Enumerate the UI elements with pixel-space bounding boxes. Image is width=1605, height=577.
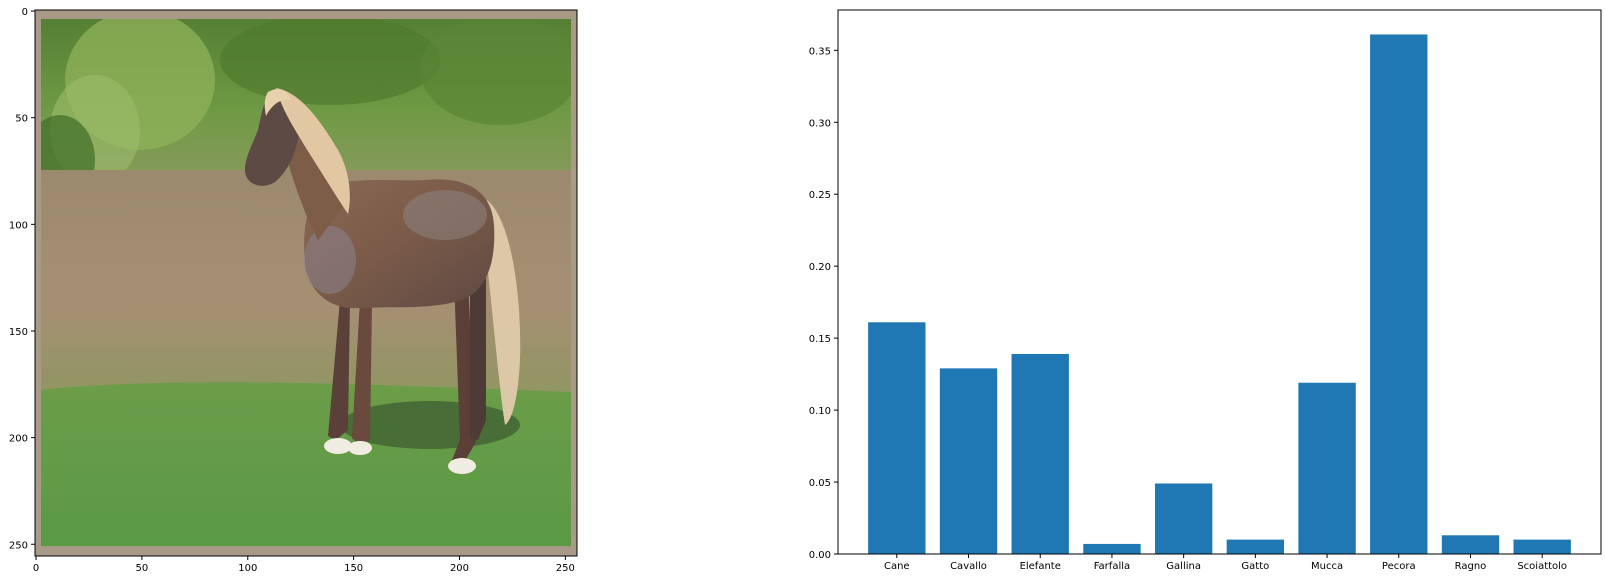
horse-leg bbox=[352, 300, 372, 444]
bar-x-tick-label: Farfalla bbox=[1094, 561, 1130, 572]
image-y-tick-label: 250 bbox=[9, 540, 28, 551]
bar-y-tick-label: 0.05 bbox=[809, 478, 831, 489]
bar-y-ticks: 0.00 0.05 0.10 0.15 0.20 0.25 0.30 0.35 bbox=[809, 46, 838, 561]
image-x-tick-label: 250 bbox=[556, 563, 575, 574]
bar-pecora bbox=[1370, 34, 1428, 555]
image-x-tick-label: 100 bbox=[238, 563, 257, 574]
bar-y-tick-label: 0.25 bbox=[809, 190, 831, 201]
image-x-tick-label: 150 bbox=[344, 563, 363, 574]
bar-x-tick-label: Gallina bbox=[1166, 561, 1201, 572]
tree-cluster-dark bbox=[220, 15, 440, 105]
image-y-tick-label: 150 bbox=[9, 327, 28, 338]
bar-mucca bbox=[1298, 382, 1356, 554]
bar-x-ticks: Cane Cavallo Elefante Farfalla Gallina Gatto M… bbox=[884, 554, 1567, 572]
horse-photo bbox=[35, 10, 577, 556]
horse-coat-highlight bbox=[403, 190, 487, 240]
photo-frame-left bbox=[35, 10, 41, 556]
bar-axes-spine bbox=[837, 9, 1602, 555]
bar-x-tick-label: Ragno bbox=[1455, 561, 1487, 572]
photo-frame-top bbox=[35, 10, 577, 19]
bar-axes: 0.00 0.05 0.10 0.15 0.20 0.25 0.30 0.35 Cane Cav… bbox=[809, 9, 1602, 572]
green-grass-field bbox=[40, 382, 572, 548]
horse-head bbox=[244, 93, 301, 186]
bar-scoiattolo bbox=[1513, 539, 1571, 554]
image-y-tick-label: 100 bbox=[9, 220, 28, 231]
bar-elefante bbox=[1011, 353, 1069, 554]
image-axes-spine bbox=[34, 9, 578, 557]
bar-x-tick-label: Elefante bbox=[1020, 561, 1061, 572]
image-x-tick-label: 0 bbox=[33, 563, 39, 574]
horse-leg bbox=[470, 278, 486, 440]
image-x-tick-label: 50 bbox=[136, 563, 149, 574]
bar-x-tick-label: Pecora bbox=[1382, 561, 1416, 572]
bar-x-tick-label: Scoiattolo bbox=[1517, 561, 1567, 572]
horse-coat-highlight bbox=[304, 226, 356, 294]
image-y-ticks: 0 50 100 150 200 250 bbox=[9, 7, 35, 551]
bar-farfalla bbox=[1083, 543, 1141, 554]
bar-y-tick-label: 0.15 bbox=[809, 334, 831, 345]
horse-hoof bbox=[448, 458, 476, 474]
photo-frame-right bbox=[571, 10, 577, 556]
bar-gatto bbox=[1226, 539, 1285, 554]
bar-y-tick-label: 0.30 bbox=[809, 118, 831, 129]
bar-y-tick-label: 0.10 bbox=[809, 406, 831, 417]
bars bbox=[868, 34, 1571, 555]
bar-x-tick-label: Cane bbox=[884, 561, 910, 572]
image-y-tick-label: 200 bbox=[9, 434, 28, 445]
horse-mane bbox=[276, 88, 350, 214]
bar-x-tick-label: Gatto bbox=[1241, 561, 1269, 572]
bar-y-tick-label: 0.35 bbox=[809, 46, 831, 57]
bar-y-tick-label: 0.20 bbox=[809, 262, 831, 273]
image-y-tick-label: 50 bbox=[15, 114, 28, 125]
image-y-tick-label: 0 bbox=[22, 7, 28, 18]
tree-cluster-dark bbox=[420, 15, 577, 125]
image-x-ticks: 0 50 100 150 200 250 bbox=[33, 556, 575, 574]
bar-x-tick-label: Mucca bbox=[1311, 561, 1343, 572]
bar-y-tick-label: 0.00 bbox=[809, 550, 831, 561]
horse-leg bbox=[328, 300, 350, 440]
image-axes: 0 50 100 150 200 250 0 50 100 150 200 250 bbox=[9, 7, 578, 574]
bar-x-tick-label: Cavallo bbox=[950, 561, 987, 572]
horse-hoof bbox=[348, 441, 372, 455]
bar-gallina bbox=[1154, 483, 1213, 554]
bar-cavallo bbox=[939, 368, 998, 554]
horse-hoof bbox=[324, 438, 352, 454]
horse-neck bbox=[285, 120, 352, 240]
photo-frame-bottom bbox=[35, 546, 577, 556]
horse-forelock bbox=[264, 89, 290, 116]
image-x-tick-label: 200 bbox=[450, 563, 469, 574]
bar-cane bbox=[868, 322, 926, 554]
bar-ragno bbox=[1441, 535, 1500, 554]
